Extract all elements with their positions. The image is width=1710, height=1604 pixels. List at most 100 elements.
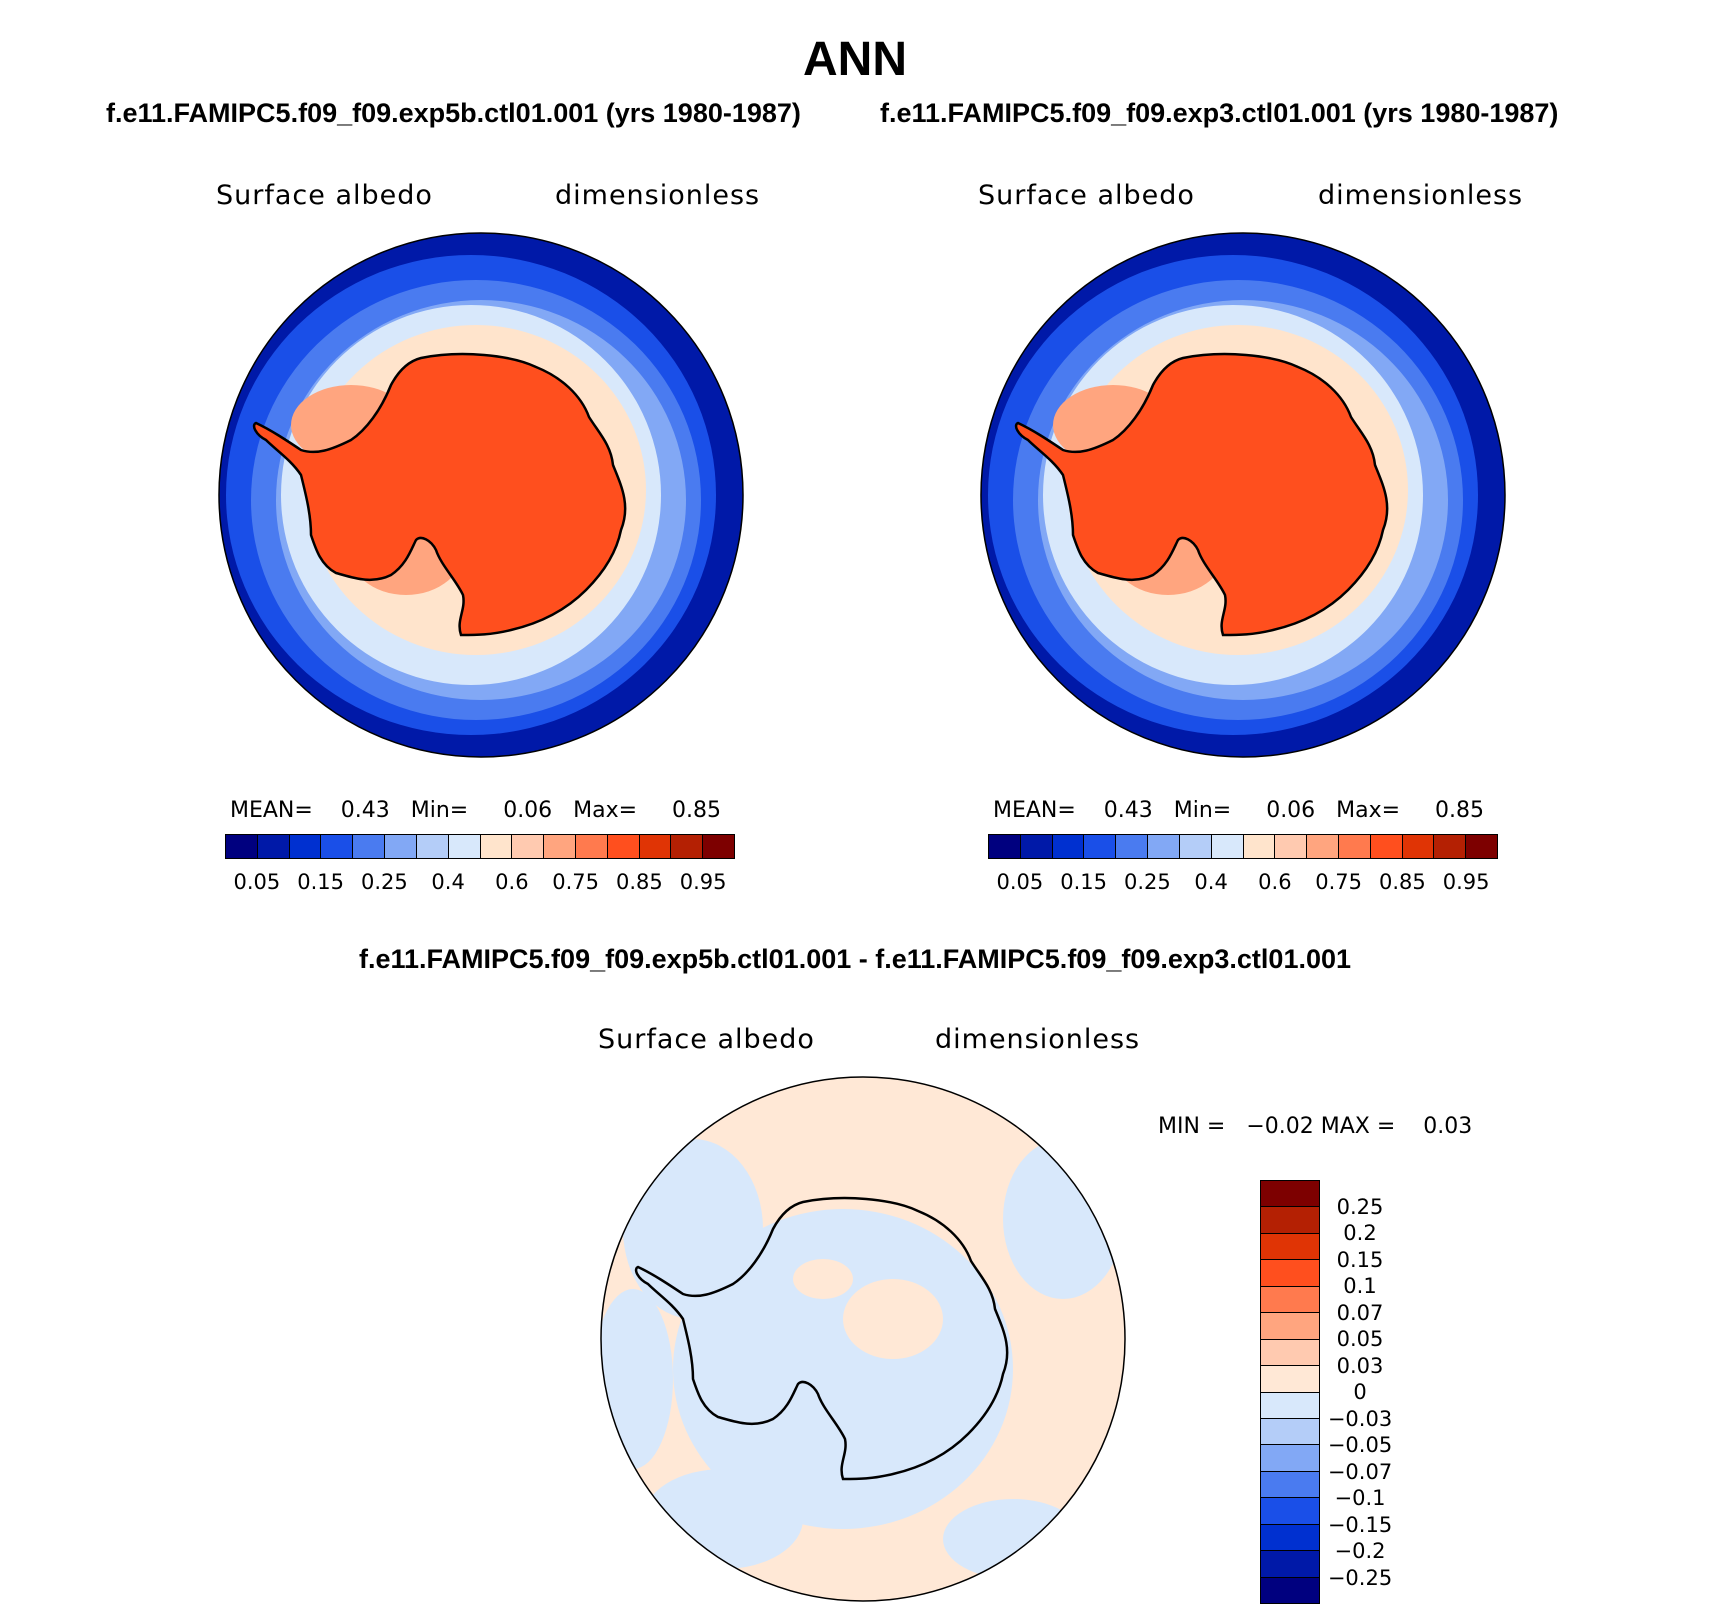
right-colorbar-box [1148,835,1180,858]
diff-colorbar-tick-label: −0.25 [1327,1565,1393,1590]
diff-colorbar-box [1261,1313,1319,1340]
diff-colorbar [1260,1180,1320,1604]
diff-colorbar-box [1261,1498,1319,1525]
left-colorbar-box [512,835,545,858]
diff-colorbar-tick-label: 0.07 [1336,1300,1384,1325]
left-colorbar-box [289,835,322,858]
right-variable-label: Surface albedo [978,180,1195,211]
diff-colorbar-box [1261,1418,1319,1446]
left-colorbar-tick-label: 0.15 [297,870,345,894]
right-colorbar-box [989,835,1021,858]
diff-colorbar-box [1261,1551,1319,1578]
left-colorbar-box [448,835,481,858]
left-colorbar-ticks: 0.05 0.15 0.25 0.4 0.6 0.75 0.85 0.95 [225,870,735,896]
left-colorbar-box [321,835,354,858]
right-polar-map [980,232,1506,758]
diff-colorbar-tick-label: 0.1 [1343,1274,1377,1298]
left-colorbar-box [544,835,576,858]
diff-colorbar-tick-label: −0.2 [1334,1539,1386,1563]
right-colorbar-box [1020,835,1053,858]
right-colorbar-box [1243,835,1276,858]
diff-colorbar-tick-label: 0.03 [1336,1353,1384,1378]
right-colorbar-box [1434,835,1467,858]
right-colorbar-box [1116,835,1149,858]
right-units-label: dimensionless [1318,180,1524,211]
difference-polar-map [600,1076,1126,1602]
left-units-label: dimensionless [555,180,761,211]
left-colorbar-box [671,835,704,858]
left-colorbar-box [480,835,513,858]
left-colorbar-box [257,835,290,858]
right-colorbar-box [1338,835,1371,858]
right-colorbar-box [1275,835,1308,858]
right-colorbar-tick-label: 0.95 [1442,870,1490,894]
diff-colorbar-box [1261,1392,1319,1419]
right-colorbar-box [1466,835,1497,858]
diff-colorbar-box [1261,1366,1319,1393]
right-colorbar-box [1179,835,1212,858]
left-colorbar-box [226,835,258,858]
left-stats: MEAN= 0.43 Min= 0.06 Max= 0.85 [230,798,722,823]
right-colorbar-tick-label: 0.85 [1378,870,1426,894]
plot-title: ANN [803,33,907,86]
diff-colorbar-box [1261,1260,1319,1287]
diff-colorbar-box [1261,1471,1319,1499]
diff-colorbar-box [1261,1207,1319,1234]
left-colorbar-tick-label: 0.6 [495,870,529,894]
diff-colorbar-tick-label: 0.2 [1343,1221,1377,1245]
left-colorbar-box [607,835,640,858]
diff-colorbar-box [1261,1233,1319,1261]
left-colorbar-tick-label: 0.95 [679,870,727,894]
left-colorbar-tick-label: 0.85 [615,870,663,894]
right-colorbar-box [1307,835,1339,858]
right-colorbar-tick-label: 0.25 [1123,870,1171,894]
diff-colorbar-box [1261,1445,1319,1472]
left-colorbar-box [385,835,417,858]
diff-units-label: dimensionless [935,1024,1141,1055]
diff-colorbar-tick-label: −0.15 [1327,1512,1393,1537]
left-colorbar-tick-label: 0.4 [431,870,465,894]
right-colorbar-tick-label: 0.05 [996,870,1044,894]
diff-colorbar-tick-label: 0 [1353,1380,1367,1404]
diff-colorbar-box [1261,1286,1319,1314]
right-colorbar-tick-label: 0.4 [1194,870,1228,894]
diff-colorbar-box [1261,1339,1319,1367]
left-colorbar-box [416,835,449,858]
left-colorbar-tick-label: 0.05 [233,870,281,894]
right-colorbar-box [1052,835,1085,858]
diff-colorbar-tick-label: −0.07 [1327,1459,1393,1484]
diff-colorbar-tick-label: −0.03 [1327,1406,1393,1431]
left-variable-label: Surface albedo [216,180,433,211]
left-colorbar-box [639,835,672,858]
diff-colorbar-box [1261,1577,1319,1603]
right-colorbar-tick-label: 0.75 [1315,870,1363,894]
right-colorbar-tick-label: 0.6 [1258,870,1292,894]
diff-colorbar-box [1261,1524,1319,1552]
diff-colorbar-tick-label: 0.15 [1336,1247,1384,1272]
right-colorbar-box [1370,835,1403,858]
left-colorbar-tick-label: 0.75 [552,870,600,894]
left-colorbar [225,834,735,859]
left-colorbar-box [703,835,734,858]
left-polar-map [218,232,744,758]
diff-colorbar-box [1261,1181,1319,1208]
diff-colorbar-tick-label: 0.05 [1336,1327,1384,1351]
diff-variable-label: Surface albedo [598,1024,815,1055]
right-colorbar-ticks: 0.05 0.15 0.25 0.4 0.6 0.75 0.85 0.95 [988,870,1498,896]
left-colorbar-box [575,835,608,858]
diff-stats: MIN = −0.02 MAX = 0.03 [1158,1114,1473,1139]
right-stats: MEAN= 0.43 Min= 0.06 Max= 0.85 [993,798,1485,823]
right-run-title: f.e11.FAMIPC5.f09_f09.exp3.ctl01.001 (yr… [880,98,1559,128]
diff-colorbar-tick-label: −0.1 [1334,1486,1386,1510]
diff-title: f.e11.FAMIPC5.f09_f09.exp5b.ctl01.001 - … [358,944,1352,974]
diff-colorbar-tick-label: −0.05 [1327,1433,1393,1457]
left-run-title: f.e11.FAMIPC5.f09_f09.exp5b.ctl01.001 (y… [106,98,801,128]
left-colorbar-tick-label: 0.25 [360,870,408,894]
diff-colorbar-labels: 0.25 0.2 0.15 0.1 0.07 0.05 0.03 0 −0.03 −0.05 −0.… [1328,1180,1460,1604]
diff-colorbar-tick-label: 0.25 [1336,1194,1384,1219]
right-colorbar-box [1211,835,1244,858]
right-colorbar-tick-label: 0.15 [1060,870,1108,894]
right-colorbar [988,834,1498,859]
right-colorbar-box [1402,835,1435,858]
left-colorbar-box [353,835,386,858]
